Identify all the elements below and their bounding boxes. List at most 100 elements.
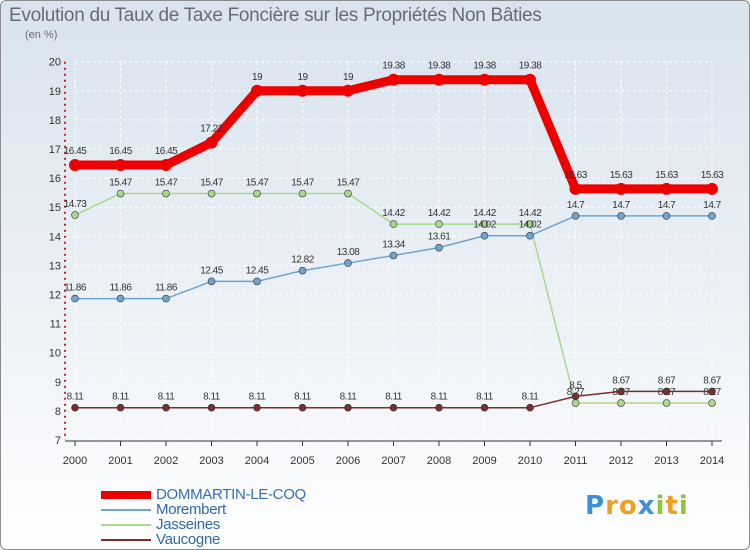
- logo-letter: i: [678, 491, 689, 521]
- y-tick-label: 18: [49, 115, 61, 127]
- y-tick-label: 17: [49, 144, 61, 156]
- data-point: [617, 399, 625, 407]
- legend-swatch: [101, 491, 151, 499]
- y-tick-label: 19: [49, 86, 61, 98]
- x-tick-label: 2011: [564, 455, 588, 467]
- legend-label: DOMMARTIN-LE-COQ: [156, 486, 306, 503]
- data-label: 19: [252, 72, 263, 83]
- data-label: 14.7: [612, 200, 630, 211]
- data-label: 14.42: [428, 208, 451, 219]
- data-point: [706, 182, 718, 195]
- x-tick-label: 2007: [381, 455, 405, 467]
- data-point: [662, 399, 671, 407]
- data-label: 8.11: [385, 392, 403, 403]
- x-tick-label: 2003: [199, 455, 223, 467]
- data-point: [116, 294, 125, 303]
- data-label: 15.47: [291, 178, 314, 189]
- data-point: [253, 277, 261, 286]
- y-tick-label: 7: [55, 435, 61, 447]
- data-point: [571, 392, 580, 401]
- data-point: [389, 251, 398, 260]
- data-label: 12.45: [246, 265, 269, 276]
- data-label: 14.42: [473, 208, 496, 219]
- data-point: [526, 403, 534, 412]
- data-point: [571, 399, 580, 407]
- data-point: [435, 220, 443, 228]
- data-point: [526, 220, 534, 228]
- data-label: 12.45: [200, 265, 223, 276]
- x-tick-label: 2004: [245, 455, 269, 467]
- data-label: 19: [343, 72, 354, 83]
- data-label: 8.11: [67, 392, 85, 403]
- x-tick-label: 2002: [154, 455, 178, 467]
- data-label: 8.11: [158, 392, 176, 403]
- data-point: [387, 73, 400, 86]
- data-label: 12.82: [291, 255, 314, 266]
- data-point: [617, 387, 625, 396]
- data-point: [615, 182, 627, 195]
- logo-letter: o: [618, 491, 638, 521]
- data-label: 15.47: [337, 178, 360, 189]
- x-tick-label: 2001: [108, 455, 132, 467]
- y-tick-label: 10: [49, 348, 61, 360]
- data-point: [526, 231, 534, 240]
- data-point: [480, 231, 489, 240]
- data-label: 11.86: [64, 283, 87, 294]
- data-point: [662, 212, 671, 220]
- data-point: [207, 277, 216, 286]
- data-point: [162, 189, 170, 198]
- data-label: 16.45: [155, 146, 178, 157]
- x-tick-label: 2014: [700, 455, 724, 467]
- legend-swatch: [101, 509, 151, 511]
- y-tick-label: 16: [49, 173, 61, 185]
- legend-label: Jasseines: [156, 516, 221, 533]
- logo-letter: i: [655, 491, 666, 521]
- legend-swatch: [101, 524, 151, 526]
- data-point: [116, 403, 125, 412]
- data-point: [251, 84, 263, 97]
- y-tick-label: 9: [55, 377, 61, 389]
- data-label: 11.86: [110, 283, 133, 294]
- x-tick-label: 2013: [654, 455, 678, 467]
- data-label: 8.11: [340, 392, 358, 403]
- data-point: [298, 266, 307, 275]
- logo-letter: x: [637, 491, 656, 521]
- data-point: [480, 220, 489, 228]
- y-tick-label: 14: [49, 231, 61, 243]
- data-point: [160, 159, 172, 172]
- data-point: [435, 403, 443, 412]
- data-point: [116, 189, 125, 198]
- data-label: 19.38: [428, 61, 451, 72]
- data-label: 19.38: [382, 61, 405, 72]
- data-point: [71, 211, 79, 219]
- data-point: [71, 294, 79, 303]
- x-tick-label: 2005: [290, 455, 314, 467]
- data-point: [296, 84, 309, 97]
- data-point: [344, 403, 352, 412]
- data-label: 11.86: [155, 283, 178, 294]
- data-point: [253, 189, 261, 198]
- chart-unit: (en %): [25, 29, 58, 41]
- data-point: [480, 403, 489, 412]
- data-point: [524, 73, 536, 86]
- data-label: 14.42: [382, 208, 405, 219]
- data-label: 14.73: [64, 199, 87, 210]
- data-point: [389, 403, 398, 412]
- y-tick-label: 15: [49, 202, 61, 214]
- data-point: [205, 136, 218, 149]
- data-point: [114, 159, 127, 172]
- data-label: 15.47: [155, 178, 178, 189]
- x-tick-label: 2010: [518, 455, 542, 467]
- data-point: [342, 84, 354, 97]
- logo-letter: r: [605, 491, 619, 521]
- data-point: [708, 399, 716, 407]
- data-label: 14.02: [473, 220, 496, 231]
- data-label: 8.11: [522, 392, 540, 403]
- data-label: 8.11: [249, 392, 267, 403]
- data-label: 16.45: [64, 146, 87, 157]
- data-label: 15.47: [200, 178, 223, 189]
- data-label: 8.5: [569, 380, 582, 391]
- data-label: 8.11: [112, 392, 130, 403]
- data-point: [435, 243, 443, 252]
